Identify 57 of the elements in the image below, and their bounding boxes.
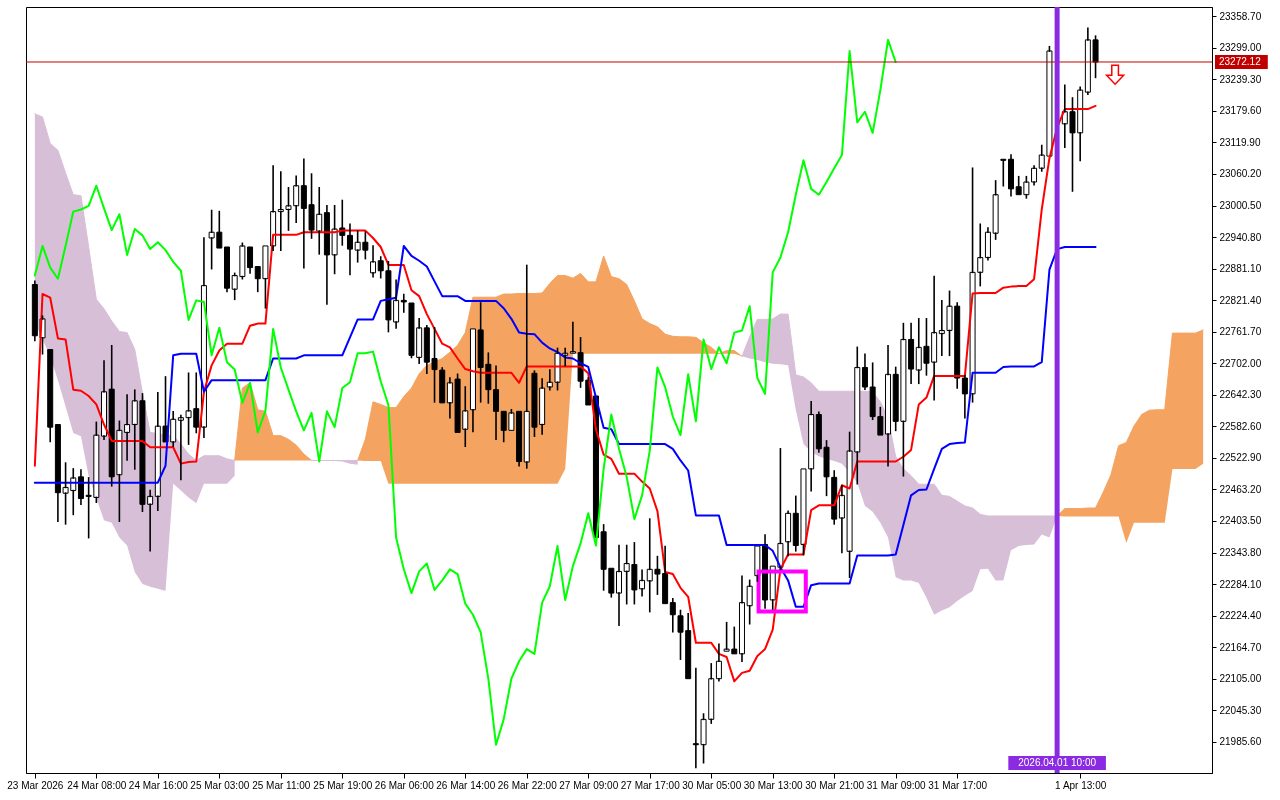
x-tick-label: 31 Mar 17:00 xyxy=(928,779,988,791)
candlestick xyxy=(738,575,745,663)
candlestick xyxy=(885,345,892,467)
y-tick-label: 22403.50 xyxy=(1219,515,1262,527)
y-tick-label: 22522.90 xyxy=(1219,452,1262,464)
y-tick-label: 23239.30 xyxy=(1219,73,1262,85)
x-tick-label: 2026.04.01 10:00 xyxy=(1018,757,1097,768)
y-tick-label: 23000.50 xyxy=(1219,200,1262,212)
candlestick xyxy=(616,544,622,627)
x-tick-label: 31 Mar 09:00 xyxy=(866,779,927,791)
x-tick-label: 23 Mar 2026 xyxy=(7,779,64,791)
y-tick-label: 22702.00 xyxy=(1219,357,1262,369)
line-series xyxy=(33,104,1097,683)
y-tick-label: 22940.80 xyxy=(1219,231,1262,243)
line-series xyxy=(33,38,897,746)
y-tick-label: 22761.70 xyxy=(1219,326,1262,338)
x-tick-label: 30 Mar 21:00 xyxy=(805,779,865,791)
x-tick-label: 25 Mar 11:00 xyxy=(252,779,311,791)
x-tick-label: 26 Mar 22:00 xyxy=(497,779,558,791)
y-tick-label: 22821.40 xyxy=(1219,294,1262,306)
y-tick-label: 22642.30 xyxy=(1219,389,1262,401)
x-tick-label: 24 Mar 08:00 xyxy=(67,779,127,791)
x-tick-label: 30 Mar 13:00 xyxy=(743,779,804,791)
candlestick xyxy=(669,598,676,633)
candlestick xyxy=(831,470,838,525)
candlestick xyxy=(1008,154,1014,197)
ref-line-label: 23272.12 xyxy=(1219,55,1262,67)
x-tick-label: 27 Mar 17:00 xyxy=(620,779,681,791)
y-tick-label: 23119.90 xyxy=(1219,136,1261,148)
x-tick-label: 27 Mar 09:00 xyxy=(559,779,619,791)
candlestick xyxy=(1000,158,1007,187)
candlestick xyxy=(785,510,792,557)
y-tick-label: 22463.20 xyxy=(1219,483,1262,495)
y-tick-label: 23060.20 xyxy=(1219,168,1262,180)
y-tick-label: 21985.60 xyxy=(1219,736,1262,748)
candlestick xyxy=(346,223,353,276)
y-tick-label: 22881.10 xyxy=(1219,263,1262,275)
x-tick-label: 26 Mar 14:00 xyxy=(436,779,496,791)
x-tick-label: 25 Mar 19:00 xyxy=(313,779,373,791)
y-tick-label: 22045.30 xyxy=(1219,704,1262,716)
y-tick-label: 22284.10 xyxy=(1219,578,1262,590)
y-tick-label: 22105.00 xyxy=(1219,673,1262,685)
candlestick xyxy=(715,643,722,682)
y-tick-label: 23299.00 xyxy=(1219,42,1262,54)
y-tick-label: 22582.60 xyxy=(1219,420,1262,432)
y-tick-label: 23358.70 xyxy=(1219,10,1262,22)
x-tick-label: 30 Mar 05:00 xyxy=(682,779,742,791)
candlestick xyxy=(224,246,230,293)
y-tick-label: 22164.70 xyxy=(1219,641,1262,653)
x-tick-label: 25 Mar 03:00 xyxy=(190,779,250,791)
candlestick xyxy=(47,349,54,443)
y-tick-label: 22224.40 xyxy=(1219,610,1262,622)
x-tick-label: 24 Mar 16:00 xyxy=(128,779,189,791)
y-tick-label: 22343.80 xyxy=(1219,547,1262,558)
y-tick-label: 23179.60 xyxy=(1219,105,1262,117)
x-tick-label: 1 Apr 13:00 xyxy=(1055,779,1107,791)
x-tick-label: 26 Mar 06:00 xyxy=(374,779,435,791)
